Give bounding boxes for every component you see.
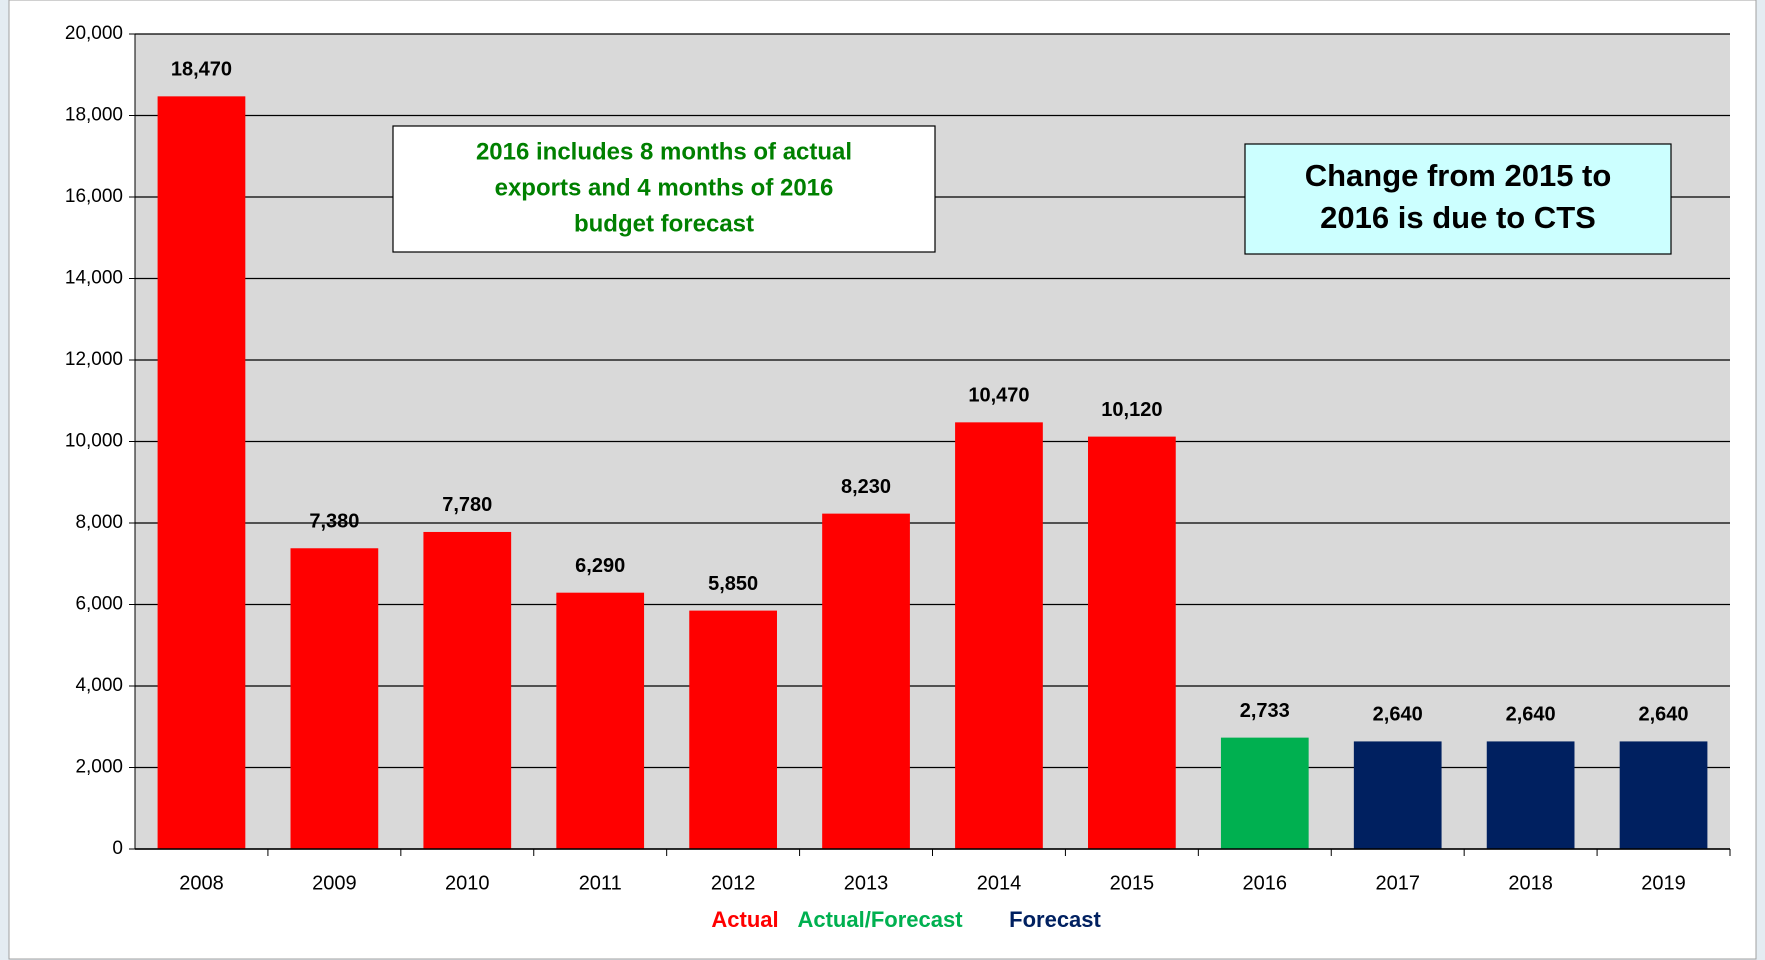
x-tick-label: 2011 — [579, 872, 622, 894]
bar — [1220, 737, 1309, 849]
annotation-text: 2016 includes 8 months of actual — [476, 138, 852, 165]
legend-entry: Actual/Forecast — [797, 907, 963, 932]
y-tick-label: 12,000 — [65, 349, 123, 370]
annotation-box — [392, 125, 936, 253]
bar — [423, 531, 512, 849]
y-tick-label: 0 — [112, 838, 123, 859]
x-tick-label: 2017 — [1375, 872, 1420, 894]
y-tick-label: 16,000 — [65, 186, 123, 207]
data-label: 8,230 — [841, 476, 891, 498]
annotation-box — [1244, 143, 1672, 255]
bar — [689, 610, 777, 849]
legend-entry: Actual — [711, 907, 778, 932]
data-label: 2,640 — [1506, 704, 1556, 726]
annotation-text: exports and 4 months of 2016 — [495, 174, 834, 201]
data-label: 10,120 — [1101, 399, 1162, 421]
y-tick-label: 10,000 — [65, 431, 123, 452]
x-tick-label: 2008 — [179, 872, 224, 894]
y-tick-label: 2,000 — [75, 757, 123, 778]
data-label: 10,470 — [968, 385, 1029, 407]
data-label: 5,850 — [708, 573, 758, 595]
bar — [1088, 436, 1176, 849]
x-tick-label: 2014 — [977, 872, 1022, 894]
x-tick-label: 2018 — [1508, 872, 1553, 894]
data-label: 18,470 — [171, 59, 232, 81]
x-tick-label: 2012 — [711, 872, 756, 894]
y-tick-label: 8,000 — [75, 512, 123, 533]
bar — [1619, 741, 1708, 849]
x-tick-label: 2013 — [844, 872, 889, 894]
bar — [1353, 741, 1442, 849]
annotation-text: 2016 is due to CTS — [1320, 200, 1596, 235]
data-label: 6,290 — [575, 555, 625, 577]
x-tick-label: 2016 — [1243, 872, 1288, 894]
y-tick-label: 20,000 — [65, 23, 123, 44]
data-label: 2,640 — [1639, 704, 1689, 726]
bar — [955, 422, 1043, 849]
y-tick-label: 4,000 — [75, 675, 123, 696]
y-tick-label: 18,000 — [65, 105, 123, 126]
legend-entry: Forecast — [1009, 907, 1101, 932]
annotation-text: Change from 2015 to — [1305, 158, 1612, 193]
data-label: 7,380 — [309, 511, 359, 533]
y-tick-label: 6,000 — [75, 594, 123, 615]
bar — [556, 592, 645, 849]
data-label: 7,780 — [442, 494, 492, 516]
bar — [157, 96, 246, 849]
bar — [290, 548, 379, 849]
y-tick-label: 14,000 — [65, 268, 123, 289]
data-label: 2,733 — [1240, 700, 1290, 722]
x-tick-label: 2015 — [1110, 872, 1155, 894]
data-label: 2,640 — [1373, 704, 1423, 726]
bar — [822, 513, 910, 849]
x-tick-label: 2009 — [312, 872, 357, 894]
x-tick-label: 2019 — [1641, 872, 1686, 894]
annotation-text: budget forecast — [574, 210, 754, 237]
x-tick-label: 2010 — [445, 872, 490, 894]
bar — [1486, 741, 1575, 849]
